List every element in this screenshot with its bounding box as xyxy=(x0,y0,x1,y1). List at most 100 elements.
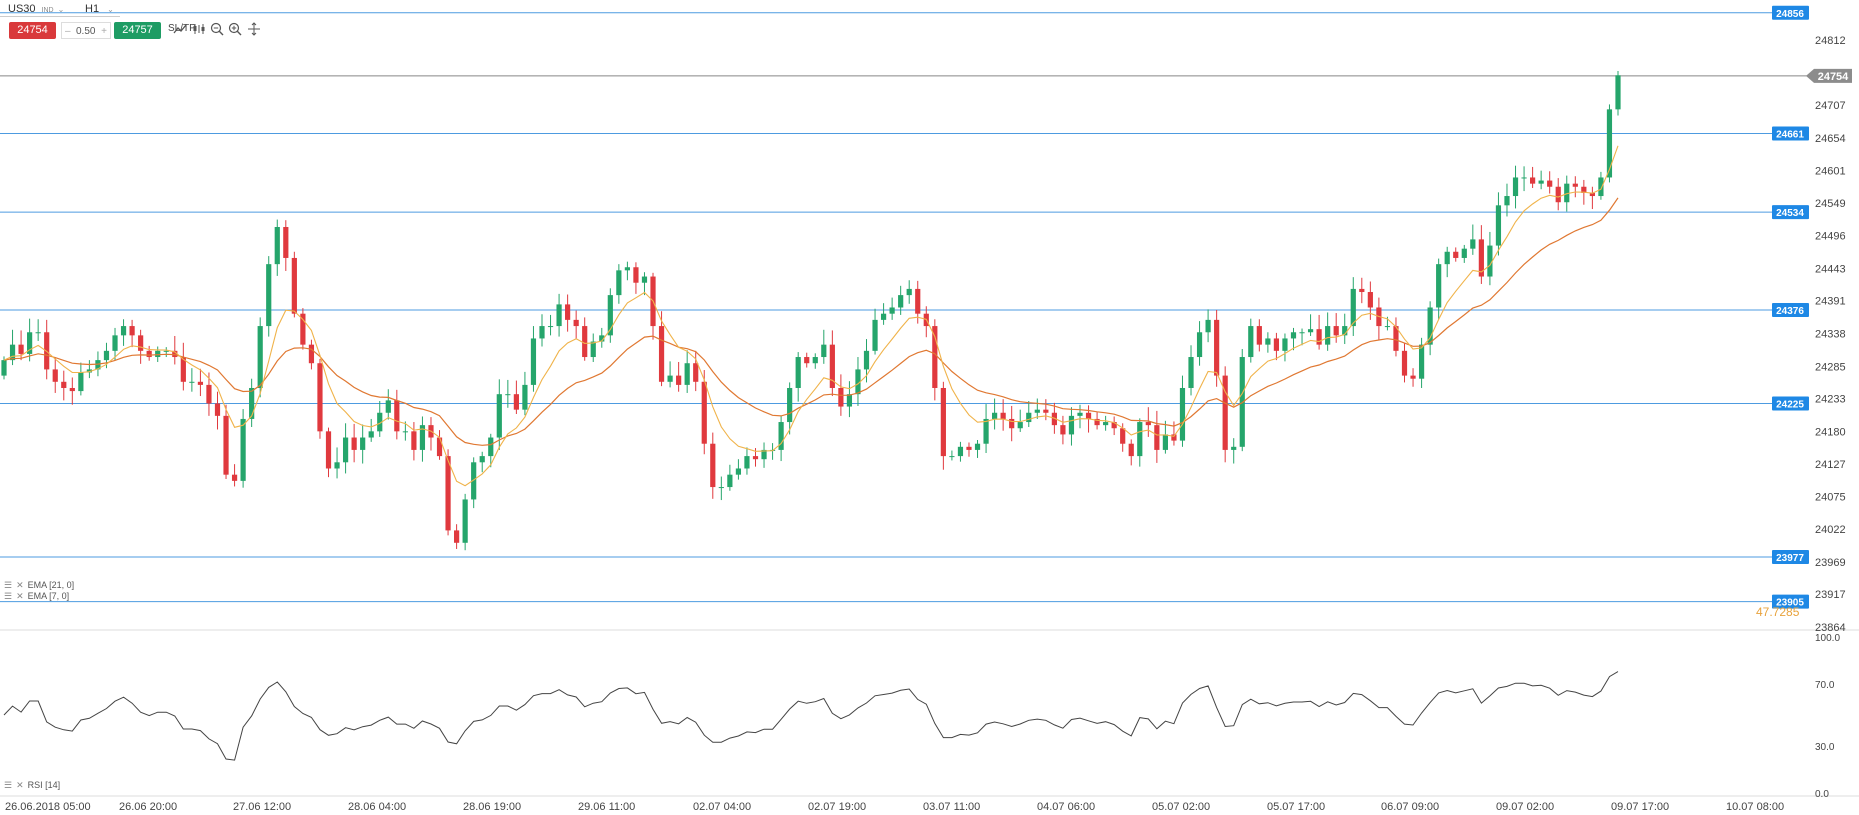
candle-body xyxy=(1290,332,1297,339)
close-icon[interactable]: ✕ xyxy=(16,780,24,790)
price-tick: 23917 xyxy=(1815,589,1846,601)
candle-body xyxy=(368,431,374,438)
symbol-selector[interactable]: US30 IND ⌄ xyxy=(8,3,64,15)
candle-body xyxy=(44,332,50,370)
price-tick: 24654 xyxy=(1815,133,1846,145)
time-tick: 27.06 12:00 xyxy=(233,801,291,813)
candle-body xyxy=(872,319,878,351)
legend-label: EMA [7, 0] xyxy=(27,591,70,601)
candle-body xyxy=(829,344,835,388)
candle-body xyxy=(274,226,280,265)
candle-body xyxy=(206,384,212,404)
candle-body xyxy=(1265,338,1271,345)
candle-body xyxy=(1427,307,1433,345)
candle-body xyxy=(863,350,870,370)
time-tick: 28.06 19:00 xyxy=(463,801,521,813)
candle-body xyxy=(249,387,255,419)
sell-button[interactable]: 24754 xyxy=(9,22,56,39)
candle-body xyxy=(1418,344,1425,379)
price-tick: 23969 xyxy=(1815,557,1846,569)
candle-body xyxy=(1085,412,1092,419)
candle-body xyxy=(846,394,853,407)
candle-body xyxy=(291,257,297,314)
candle-body xyxy=(155,350,161,358)
candle-body xyxy=(1068,415,1075,435)
level-label: 24534 xyxy=(1776,208,1804,219)
candle-body xyxy=(701,381,707,444)
candle-body xyxy=(197,381,204,385)
candle-body xyxy=(1342,326,1348,336)
candle-body xyxy=(915,288,921,314)
candle-body xyxy=(1299,332,1305,334)
close-icon[interactable]: ✕ xyxy=(16,591,24,601)
candle-body xyxy=(838,387,844,407)
level-badge xyxy=(1772,205,1809,220)
candle-body xyxy=(565,304,571,320)
candle-body xyxy=(1530,177,1536,184)
time-tick: 26.06.2018 05:00 xyxy=(5,801,91,813)
sltp-button[interactable]: SL/TP xyxy=(168,23,196,34)
candle-body xyxy=(1094,418,1100,426)
increase-button[interactable]: + xyxy=(101,26,107,37)
lot-stepper[interactable]: – 0.50 + xyxy=(61,22,111,39)
price-tick: 24285 xyxy=(1815,361,1846,373)
menu-icon[interactable]: ☰ xyxy=(4,780,13,790)
candle-body xyxy=(923,313,929,327)
decrease-button[interactable]: – xyxy=(65,26,71,37)
candle-body xyxy=(607,295,613,336)
close-icon[interactable]: ✕ xyxy=(16,580,24,590)
candle-body xyxy=(1555,186,1561,203)
divider xyxy=(0,16,120,17)
candle-body xyxy=(1137,422,1143,457)
candle-body xyxy=(1111,422,1117,429)
candle-body xyxy=(1282,338,1288,351)
level-badge xyxy=(1772,302,1809,317)
candle-body xyxy=(957,446,964,457)
symbol-name: US30 xyxy=(8,3,36,15)
candle-body xyxy=(641,276,648,283)
zoom-out-icon[interactable] xyxy=(208,22,226,40)
candle-body xyxy=(103,350,110,361)
indicators-icon[interactable] xyxy=(190,22,208,40)
rsi-tick: 70.0 xyxy=(1815,680,1835,691)
candle-body xyxy=(129,326,135,336)
crosshair-icon[interactable] xyxy=(245,22,263,40)
candle-body xyxy=(1504,196,1510,206)
candle-body xyxy=(599,335,605,342)
candle-body xyxy=(1478,239,1484,277)
candle-body xyxy=(231,474,238,481)
buy-button[interactable]: 24757 xyxy=(114,22,161,39)
candle-body xyxy=(496,394,502,438)
symbol-tag: IND xyxy=(41,7,54,14)
candle-body xyxy=(735,468,742,475)
candle-body xyxy=(1384,326,1391,328)
candle-body xyxy=(1333,326,1339,336)
legend-rsi[interactable]: ☰ ✕ RSI [14] xyxy=(4,780,60,791)
line-chart-icon[interactable] xyxy=(171,22,189,40)
candle-body xyxy=(1547,180,1553,187)
candle-body xyxy=(163,350,169,352)
candle-body xyxy=(1512,177,1519,197)
menu-icon[interactable]: ☰ xyxy=(4,591,13,601)
candle-body xyxy=(1444,251,1450,265)
zoom-in-icon[interactable] xyxy=(226,22,244,40)
time-axis: 26.06.2018 05:00 26.06 20:00 27.06 12:00 28… xyxy=(5,801,1784,813)
price-tick: 23864 xyxy=(1815,622,1846,634)
candle-body xyxy=(1000,412,1006,419)
legend-ema7[interactable]: ☰ ✕ EMA [7, 0] xyxy=(4,591,69,602)
menu-icon[interactable]: ☰ xyxy=(4,580,13,590)
lot-value[interactable]: 0.50 xyxy=(76,26,96,37)
candle-body xyxy=(86,369,92,373)
candle-body xyxy=(35,332,41,334)
candle-body xyxy=(1103,422,1109,426)
timeframe-selector[interactable]: H1 ⌄ xyxy=(85,3,114,15)
price-tick: 24127 xyxy=(1815,459,1846,471)
candle-body xyxy=(769,449,776,451)
candle-body xyxy=(138,335,144,351)
candle-body xyxy=(1564,183,1570,203)
rsi-tick: 100.0 xyxy=(1815,633,1840,644)
chart-toolbar: US30 IND ⌄ H1 ⌄ 24754 – 0.50 + 24757 SL/TP xyxy=(0,0,640,46)
candle-body xyxy=(616,270,622,296)
legend-ema21[interactable]: ☰ ✕ EMA [21, 0] xyxy=(4,580,74,591)
